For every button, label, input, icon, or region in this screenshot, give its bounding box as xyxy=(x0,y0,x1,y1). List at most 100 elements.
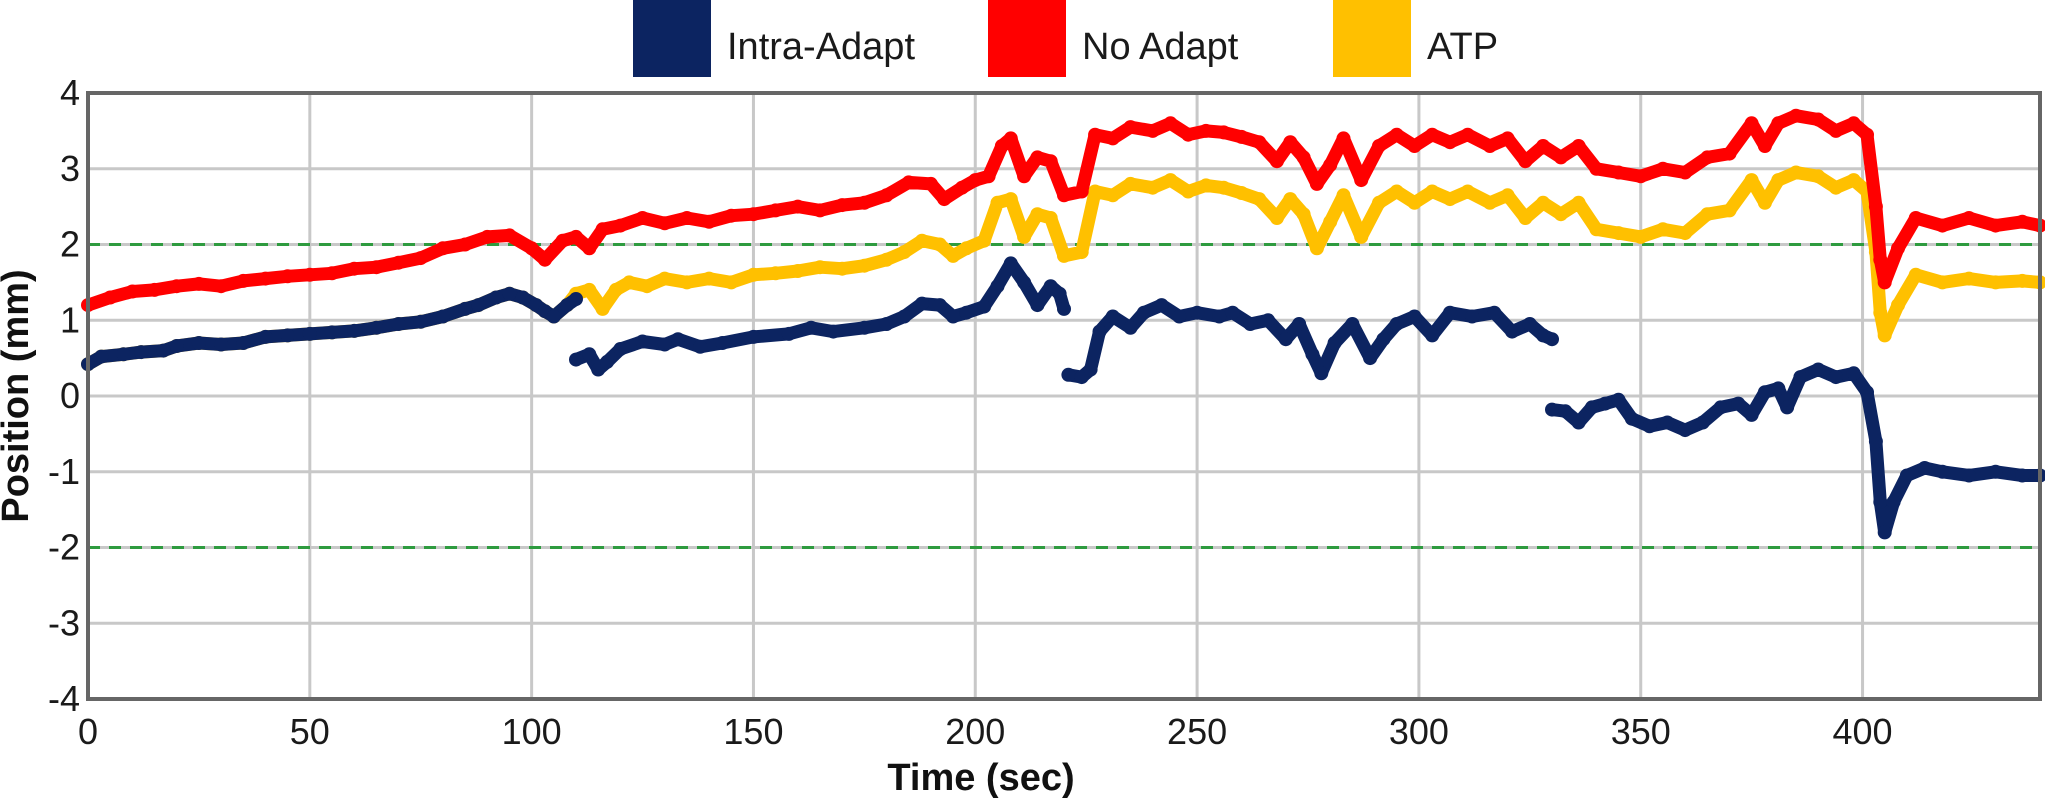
data-point-no-adapt xyxy=(657,216,672,231)
data-point-no-adapt xyxy=(981,169,996,184)
data-point-no-adapt xyxy=(169,279,184,294)
data-point-intra-adapt xyxy=(1407,309,1422,324)
data-point-no-adapt xyxy=(635,211,650,225)
data-point-no-adapt xyxy=(391,255,406,270)
data-point-no-adapt xyxy=(835,198,850,213)
data-point-no-adapt xyxy=(1216,125,1231,140)
data-point-atp xyxy=(768,266,783,281)
legend-item-intra-adapt: Intra-Adapt xyxy=(633,0,915,77)
data-point-no-adapt xyxy=(1003,131,1018,146)
data-point-no-adapt xyxy=(1043,154,1058,169)
data-point-atp xyxy=(640,279,654,294)
data-point-atp xyxy=(679,275,694,290)
x-axis-title: Time (sec) xyxy=(887,757,1074,798)
data-point-intra-adapt xyxy=(280,328,295,343)
data-point-no-adapt xyxy=(582,241,597,256)
data-point-no-adapt xyxy=(214,279,229,294)
data-point-intra-adapt xyxy=(1305,347,1320,362)
data-point-intra-adapt xyxy=(302,326,317,341)
data-point-no-adapt xyxy=(1908,211,1923,225)
series-line-intra-adapt xyxy=(1545,363,2045,539)
data-point-no-adapt xyxy=(435,241,450,256)
data-point-intra-adapt xyxy=(156,343,171,358)
data-point-intra-adapt xyxy=(546,309,561,324)
legend-item-no-adapt: No Adapt xyxy=(988,0,1239,77)
data-point-atp xyxy=(1873,305,1888,320)
data-point-no-adapt xyxy=(1789,108,1803,123)
data-point-intra-adapt xyxy=(1154,298,1169,313)
data-point-no-adapt xyxy=(1407,139,1422,153)
data-point-no-adapt xyxy=(1269,154,1284,169)
data-point-no-adapt xyxy=(537,252,552,267)
data-point-no-adapt xyxy=(1988,218,2003,233)
data-point-atp xyxy=(582,282,597,297)
data-point-intra-adapt xyxy=(990,279,1005,294)
data-point-no-adapt xyxy=(746,207,761,222)
data-point-no-adapt xyxy=(968,173,983,188)
data-point-intra-adapt xyxy=(600,354,615,369)
data-point-no-adapt xyxy=(1633,169,1648,184)
data-point-intra-adapt xyxy=(1061,367,1076,382)
data-point-atp xyxy=(897,245,912,260)
data-point-intra-adapt xyxy=(671,332,685,347)
data-point-no-adapt xyxy=(302,267,317,282)
data-point-intra-adapt xyxy=(635,334,650,349)
legend-swatch xyxy=(988,0,1066,77)
data-point-intra-adapt xyxy=(1003,256,1018,271)
data-point-no-adapt xyxy=(1482,139,1497,153)
series-no-adapt xyxy=(81,108,2045,313)
data-point-intra-adapt xyxy=(1744,407,1759,422)
data-point-intra-adapt xyxy=(1243,317,1258,331)
data-point-no-adapt xyxy=(790,199,805,214)
data-point-intra-adapt xyxy=(1225,305,1240,320)
data-point-atp xyxy=(1030,207,1045,222)
data-point-intra-adapt xyxy=(1793,370,1808,385)
data-point-no-adapt xyxy=(2015,214,2030,229)
data-point-intra-adapt xyxy=(1190,305,1205,320)
data-point-no-adapt xyxy=(923,176,938,191)
data-point-no-adapt xyxy=(280,269,295,284)
data-point-intra-adapt xyxy=(2015,468,2030,483)
data-point-intra-adapt xyxy=(214,337,229,352)
data-point-atp xyxy=(1199,178,1213,193)
data-point-intra-adapt xyxy=(946,309,961,324)
data-point-intra-adapt xyxy=(1363,351,1378,366)
data-point-no-adapt xyxy=(1553,150,1568,165)
data-point-atp xyxy=(1771,173,1786,188)
data-point-atp xyxy=(857,258,872,273)
data-point-intra-adapt xyxy=(1083,362,1098,377)
data-point-atp xyxy=(977,233,992,248)
data-point-intra-adapt xyxy=(502,286,517,301)
data-point-intra-adapt xyxy=(1278,332,1293,347)
data-point-atp xyxy=(1633,229,1648,244)
data-point-no-adapt xyxy=(191,276,206,291)
data-point-no-adapt xyxy=(1389,127,1404,142)
data-point-atp xyxy=(1003,192,1018,207)
legend-label: ATP xyxy=(1427,26,1498,68)
data-point-no-adapt xyxy=(768,203,783,218)
data-point-no-adapt xyxy=(1877,275,1892,290)
data-point-no-adapt xyxy=(1460,127,1475,142)
data-point-intra-adapt xyxy=(1545,402,1559,417)
data-point-atp xyxy=(608,282,623,297)
data-point-atp xyxy=(595,301,610,316)
data-point-no-adapt xyxy=(1962,211,1976,225)
data-point-intra-adapt xyxy=(1757,385,1772,400)
data-point-no-adapt xyxy=(1017,169,1032,184)
data-point-atp xyxy=(1589,222,1604,237)
data-point-atp xyxy=(1611,226,1626,241)
data-point-no-adapt xyxy=(1744,116,1759,131)
data-point-atp xyxy=(1354,229,1369,244)
data-point-intra-adapt xyxy=(1584,400,1599,415)
data-point-no-adapt xyxy=(369,260,384,275)
y-tick-label: 1 xyxy=(60,299,80,340)
data-point-no-adapt xyxy=(1500,131,1515,146)
data-point-intra-adapt xyxy=(1123,320,1138,335)
data-point-atp xyxy=(1518,211,1533,225)
data-point-intra-adapt xyxy=(1465,309,1480,324)
data-point-no-adapt xyxy=(555,233,570,248)
data-point-no-adapt xyxy=(480,229,495,244)
data-point-intra-adapt xyxy=(1780,400,1795,415)
data-point-atp xyxy=(1655,222,1670,237)
